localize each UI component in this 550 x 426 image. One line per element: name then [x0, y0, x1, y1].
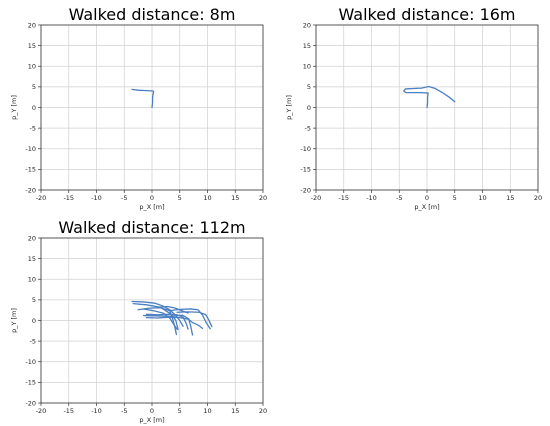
chart1-ytick-label-8: 20: [28, 21, 36, 29]
chart2-ytick-label-0: -20: [300, 186, 311, 194]
chart3-ytick-label-7: 15: [28, 255, 36, 263]
chart-svg-1: Walked distance: 8m -20 -15 -10 -5 0 5 10 15 20 -2…: [10, 5, 267, 211]
chart2-xtick-label-3: -5: [396, 194, 402, 202]
chart3-ylabel: p_Y [m]: [10, 308, 18, 333]
chart2-xtick-label-7: 15: [506, 194, 514, 202]
chart3-xtick-label-8: 20: [259, 407, 267, 415]
chart1-xtick-label-0: -20: [36, 194, 47, 202]
chart3-xtick-label-5: 5: [178, 407, 182, 415]
chart3-trajectory-1: [131, 300, 184, 327]
chart3-ytick-label-2: -10: [25, 358, 36, 366]
chart1-xtick-label-6: 10: [203, 194, 211, 202]
chart3-trajectory-2: [132, 302, 179, 331]
chart3-title: Walked distance: 112m: [58, 218, 245, 237]
chart1-ytick-label-1: -15: [25, 166, 36, 174]
chart2-xtick-label-5: 5: [453, 194, 457, 202]
chart1-ytick-label-3: -5: [30, 124, 36, 132]
chart3-xtick-label-3: -5: [121, 407, 127, 415]
chart1-ytick-label-4: 0: [32, 104, 36, 112]
chart2-xlabel: p_X [m]: [414, 203, 439, 211]
chart3-ytick-label-3: -5: [30, 337, 36, 345]
chart3-ytick-label-4: 0: [32, 317, 36, 325]
chart1-title: Walked distance: 8m: [69, 5, 236, 24]
chart2-ytick-label-8: 20: [303, 21, 311, 29]
chart3-ytick-label-6: 10: [28, 276, 36, 284]
chart1-ytick-label-5: 5: [32, 83, 36, 91]
chart2-ytick-label-4: 0: [307, 104, 311, 112]
chart3-trajectory-5: [145, 313, 189, 330]
chart2-xtick-label-4: 0: [425, 194, 429, 202]
chart3-xtick-label-0: -20: [36, 407, 47, 415]
chart2-ytick-label-3: -5: [305, 124, 311, 132]
chart1-ytick-label-2: -10: [25, 145, 36, 153]
chart2-xtick-label-8: 20: [534, 194, 542, 202]
chart1-ytick-label-0: -20: [25, 186, 36, 194]
chart3-ytick-label-1: -15: [25, 379, 36, 387]
chart1-trajectory-1: [131, 88, 155, 109]
chart1-xtick-label-1: -15: [63, 194, 74, 202]
chart-panel-2: Walked distance: 16m -20 -15 -10 -5 0 5 10 15 20 -…: [275, 0, 550, 213]
chart1-xtick-label-2: -10: [91, 194, 102, 202]
chart3-xtick-label-2: -10: [91, 407, 102, 415]
chart2-trajectory-1: [403, 85, 456, 109]
chart2-ytick-label-6: 10: [303, 63, 311, 71]
chart3-xlabel: p_X [m]: [139, 416, 164, 424]
chart3-xtick-label-4: 0: [150, 407, 154, 415]
chart2-xtick-label-0: -20: [311, 194, 322, 202]
chart3-xtick-label-1: -15: [63, 407, 74, 415]
chart-panel-3: Walked distance: 112m -20 -15 -10 -5 0 5 10 15 20…: [0, 213, 275, 426]
chart2-xtick-label-2: -10: [366, 194, 377, 202]
chart1-ytick-label-6: 10: [28, 63, 36, 71]
chart2-ylabel: p_Y [m]: [285, 95, 293, 120]
chart2-ytick-label-5: 5: [307, 83, 311, 91]
chart1-ylabel: p_Y [m]: [10, 95, 18, 120]
chart2-ytick-label-1: -15: [300, 166, 311, 174]
chart3-xtick-label-6: 10: [203, 407, 211, 415]
chart3-trajectory-4: [143, 308, 178, 330]
chart1-xtick-label-4: 0: [150, 194, 154, 202]
chart1-xtick-label-7: 15: [231, 194, 239, 202]
chart-panel-1: Walked distance: 8m -20 -15 -10 -5 0 5 10 15 20 -2…: [0, 0, 275, 213]
chart2-ytick-label-7: 15: [303, 42, 311, 50]
chart1-xlabel: p_X [m]: [139, 203, 164, 211]
chart1-xtick-label-5: 5: [178, 194, 182, 202]
chart3-ytick-label-5: 5: [32, 296, 36, 304]
chart2-ytick-label-2: -10: [300, 145, 311, 153]
chart1-ytick-label-7: 15: [28, 42, 36, 50]
chart3-trajectory-6: [143, 314, 194, 336]
chart1-xtick-label-3: -5: [121, 194, 127, 202]
chart3-ytick-label-8: 20: [28, 234, 36, 242]
chart3-ytick-label-0: -20: [25, 399, 36, 407]
chart2-title: Walked distance: 16m: [338, 5, 515, 24]
chart-svg-2: Walked distance: 16m -20 -15 -10 -5 0 5 10 15 20 -…: [285, 5, 542, 211]
chart3-xtick-label-7: 15: [231, 407, 239, 415]
chart3-trajectory-10: [156, 305, 189, 314]
chart2-xtick-label-1: -15: [338, 194, 349, 202]
chart-svg-3: Walked distance: 112m -20 -15 -10 -5 0 5 10 15 20…: [10, 218, 267, 424]
chart3-trajectory-7: [145, 316, 204, 329]
chart1-xtick-label-8: 20: [259, 194, 267, 202]
chart2-xtick-label-6: 10: [478, 194, 486, 202]
